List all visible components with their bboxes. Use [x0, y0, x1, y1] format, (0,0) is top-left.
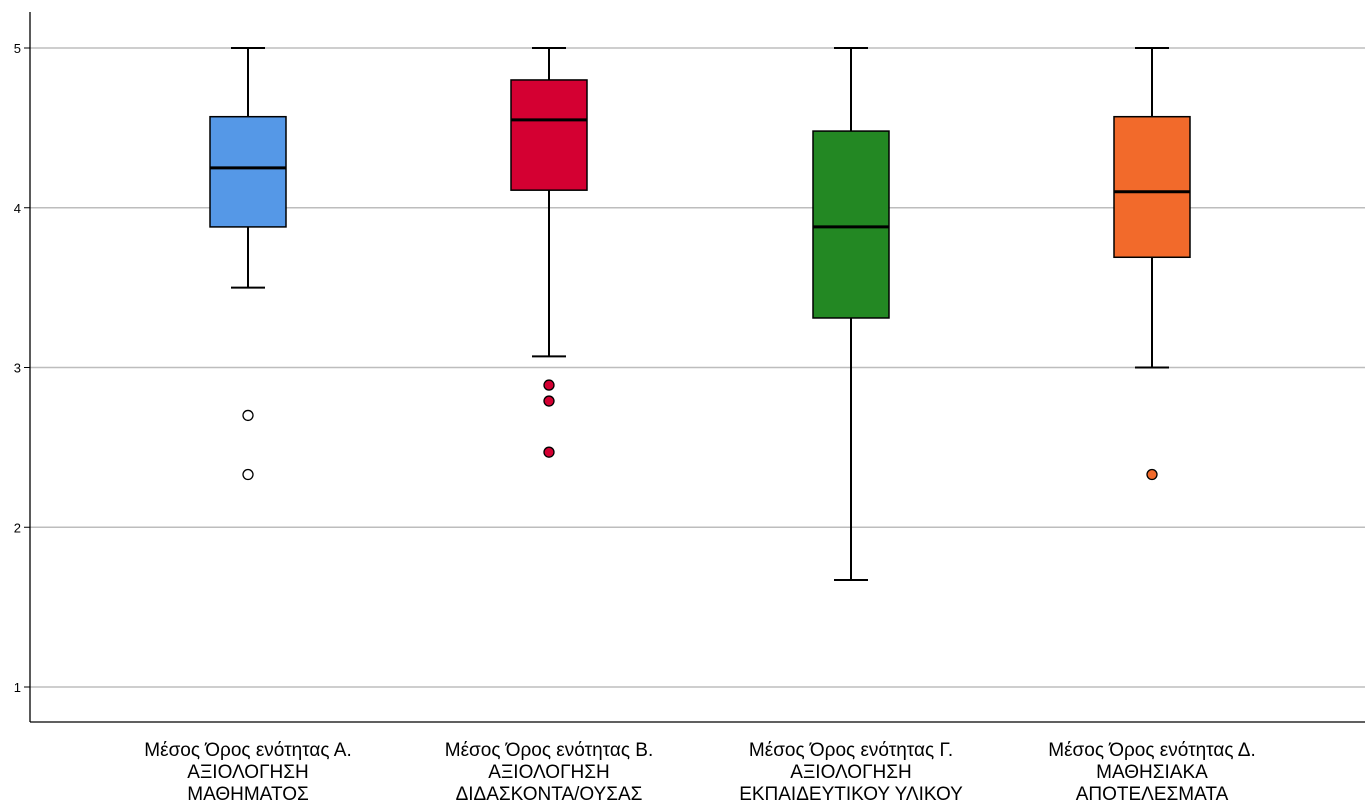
y-tick-label: 3 — [14, 361, 21, 376]
x-category-label-line: ΑΠΟΤΕΛΕΣΜΑΤΑ — [1076, 784, 1229, 804]
x-category-label-line: ΑΞΙΟΛΟΓΗΣΗ — [488, 762, 609, 783]
x-category-label-line: Μέσος Όρος ενότητας Β. — [445, 740, 654, 761]
boxes — [209, 47, 1191, 581]
x-category-label-line: ΔΙΔΑΣΚΟΝΤΑ/ΟΥΣΑΣ — [456, 784, 643, 804]
x-category-label-line: Μέσος Όρος ενότητας Δ. — [1048, 740, 1255, 761]
x-category-labels: Μέσος Όρος ενότητας Α.ΑΞΙΟΛΟΓΗΣΗΜΑΘΗΜΑΤΟ… — [144, 740, 1255, 804]
x-category-label-line: ΑΞΙΟΛΟΓΗΣΗ — [187, 762, 308, 783]
outlier-point — [543, 395, 555, 407]
x-category-label-line: ΑΞΙΟΛΟΓΗΣΗ — [790, 762, 911, 783]
x-category-label-line: ΜΑΘΗΜΑΤΟΣ — [187, 784, 308, 804]
outlier-point — [1146, 468, 1158, 481]
iqr-box — [812, 130, 890, 319]
box-group — [812, 47, 890, 581]
y-tick-label: 5 — [14, 41, 21, 56]
y-tick-label: 4 — [14, 201, 21, 216]
x-category-label-line: Μέσος Όρος ενότητας Α. — [144, 740, 351, 761]
outlier-point — [543, 446, 555, 458]
box-group — [1113, 47, 1191, 481]
iqr-box — [510, 79, 588, 191]
box-group — [510, 47, 588, 458]
y-tick-label: 2 — [14, 520, 21, 535]
outlier-point — [242, 468, 254, 481]
outlier-point — [242, 409, 254, 422]
y-tick-labels: 1 2 3 4 5 — [14, 41, 30, 695]
x-category-label-line: ΕΚΠΑΙΔΕΥΤΙΚΟΥ ΥΛΙΚΟΥ — [739, 784, 963, 804]
iqr-box — [209, 115, 287, 228]
box-group — [209, 47, 287, 481]
y-tick-label: 1 — [14, 680, 21, 695]
iqr-box — [1113, 115, 1191, 259]
x-category-label-line: ΜΑΘΗΣΙΑΚΑ — [1096, 762, 1208, 783]
outlier-point — [543, 379, 555, 391]
x-category-label-line: Μέσος Όρος ενότητας Γ. — [749, 740, 953, 761]
